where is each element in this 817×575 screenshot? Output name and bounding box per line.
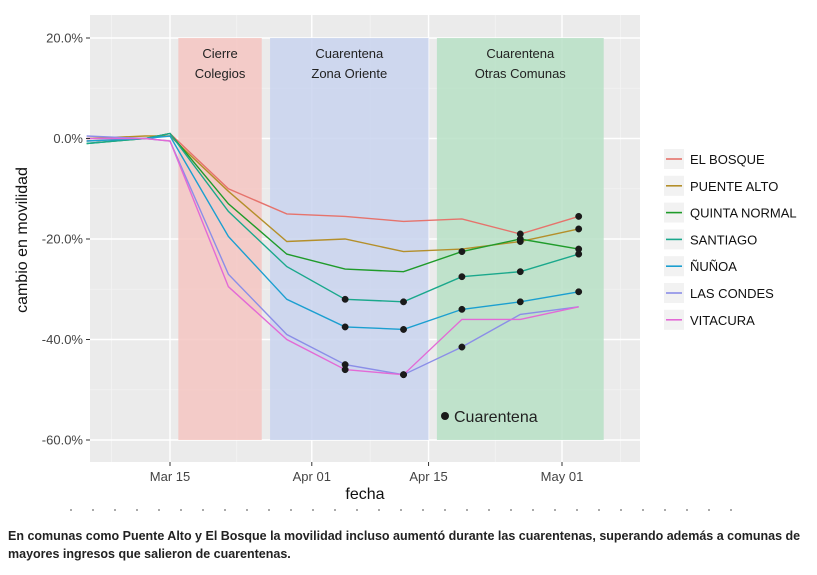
series-line-3 <box>86 132 579 303</box>
quarantine-point <box>341 295 349 303</box>
quarantine-point <box>516 298 524 306</box>
quarantine-point <box>575 212 583 220</box>
legend-label: ÑUÑOA <box>690 259 737 274</box>
x-tick-label: May 01 <box>541 469 584 484</box>
y-tick-label: 0.0% <box>53 131 83 146</box>
legend-label: LAS CONDES <box>690 286 774 301</box>
quarantine-point <box>575 288 583 296</box>
legend-label: EL BOSQUE <box>690 152 765 167</box>
quarantine-point <box>575 225 583 233</box>
quarantine-point <box>400 298 407 306</box>
x-tick-label: Apr 15 <box>409 469 447 484</box>
quarantine-point <box>400 371 407 379</box>
quarantine-point <box>458 343 466 351</box>
legend-label: QUINTA NORMAL <box>690 206 797 221</box>
x-tick-label: Mar 15 <box>150 469 190 484</box>
band-label-3: Otras Comunas <box>475 66 567 81</box>
mobility-line-chart: Cierre Colegios Cuarentena Zona Oriente Cuar… <box>14 15 797 503</box>
y-tick-label: -60.0% <box>42 433 84 448</box>
annotation-label: Cuarentena <box>454 409 538 426</box>
quarantine-point <box>458 305 466 313</box>
band-2 <box>270 38 429 440</box>
band-label-1: Cierre <box>202 46 237 61</box>
legend-label: VITACURA <box>690 313 755 328</box>
y-tick-label: -40.0% <box>42 332 84 347</box>
band-label-3: Cuarentena <box>486 46 555 61</box>
y-tick-label: -20.0% <box>42 232 84 247</box>
quarantine-point <box>400 326 407 333</box>
series-line-4 <box>86 135 579 331</box>
band-1 <box>178 38 262 440</box>
figure-caption: En comunas como Puente Alto y El Bosque … <box>8 529 801 561</box>
legend-label: SANTIAGO <box>690 232 757 247</box>
annotation-marker <box>441 412 449 420</box>
y-tick-label: 20.0% <box>46 31 83 46</box>
quarantine-point <box>341 323 349 331</box>
series-line-6 <box>86 137 579 376</box>
x-tick-label: Apr 01 <box>293 469 331 484</box>
quarantine-point <box>516 235 524 243</box>
quarantine-point <box>341 366 349 374</box>
quarantine-point <box>516 268 524 276</box>
legend: EL BOSQUE PUENTE ALTO QUINTA NORMAL SANTIAG… <box>664 149 797 330</box>
y-axis-title: cambio en movilidad <box>14 167 31 313</box>
truncated-text-remnant <box>60 508 750 512</box>
quarantine-point <box>458 248 466 256</box>
quarantine-point <box>458 273 466 281</box>
band-label-2: Cuarentena <box>315 46 384 61</box>
legend-label: PUENTE ALTO <box>690 179 778 194</box>
band-label-2: Zona Oriente <box>311 66 387 81</box>
quarantine-point <box>575 250 583 258</box>
x-axis-title: fecha <box>345 486 384 503</box>
band-label-1: Colegios <box>195 66 246 81</box>
